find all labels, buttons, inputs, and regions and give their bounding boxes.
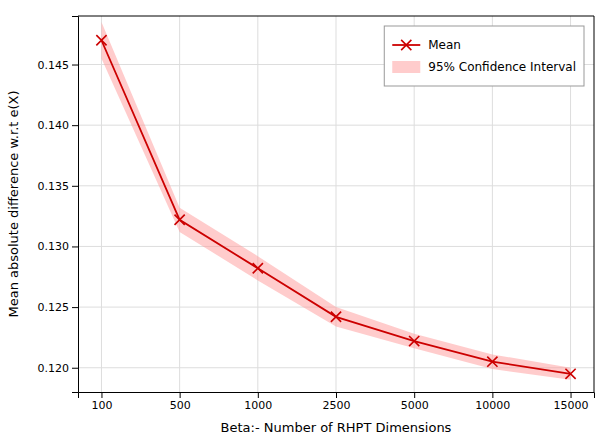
marker	[253, 263, 263, 273]
chart: 10050010002500500010000150000.1200.1250.…	[0, 0, 612, 444]
y-tick-label: 0.125	[38, 301, 70, 314]
y-tick: 0.120	[38, 362, 79, 375]
x-tick-label: 10000	[475, 399, 510, 412]
y-tick-mark	[72, 125, 78, 126]
y-tick-label: 0.120	[38, 362, 70, 375]
y-tick-mark	[72, 65, 78, 66]
x-axis-title: Beta:- Number of RHPT Dimensions	[221, 420, 452, 435]
x-grid-line	[179, 16, 180, 392]
x-tick-label: 100	[91, 399, 112, 412]
x-tick: 1000	[244, 392, 272, 412]
y-tick: 0.135	[38, 180, 79, 193]
legend-label: 95% Confidence Interval	[428, 60, 576, 74]
x-tick-label: 15000	[554, 399, 589, 412]
y-tick-mark	[72, 246, 78, 247]
plot-frame	[594, 16, 595, 392]
x-axis: 100 500 1000 2500 5000 10000 15000	[79, 392, 595, 412]
plot: 10050010002500500010000150000.1200.1250.…	[38, 16, 595, 412]
y-tick-label: 0.130	[38, 240, 70, 253]
x-tick-label: 5000	[401, 399, 429, 412]
y-tick-label: 0.145	[38, 59, 70, 72]
y-axis-title: Mean absolute difference w.r.t e(X)	[6, 90, 21, 317]
marker	[409, 336, 419, 346]
x-tick: 15000	[554, 392, 589, 412]
y-tick: 0.140	[38, 119, 79, 132]
marker	[96, 35, 106, 45]
y-tick-mark	[72, 186, 78, 187]
x-tick: 10000	[475, 392, 510, 412]
marker	[175, 215, 185, 225]
y-tick-mark	[72, 307, 78, 308]
x-tick-label: 2500	[323, 399, 351, 412]
legend-item: Mean	[392, 38, 461, 52]
x-grid-line	[257, 16, 258, 392]
x-tick-mark	[336, 392, 337, 398]
legend-item: 95% Confidence Interval	[392, 60, 576, 74]
legend-swatch	[392, 61, 420, 73]
x-tick-mark	[101, 392, 102, 398]
x-tick: 5000	[401, 392, 429, 412]
x-tick-mark	[258, 392, 259, 398]
plot-frame	[78, 16, 594, 17]
legend-label: Mean	[428, 38, 461, 52]
marker	[487, 357, 497, 367]
y-tick: 0.145	[38, 59, 79, 72]
x-grid-line	[101, 16, 102, 392]
y-axis: 0.120 0.125 0.130 0.135 0.140 0.145	[38, 17, 79, 393]
x-tick-label: 500	[170, 399, 191, 412]
y-tick-label: 0.135	[38, 180, 70, 193]
x-tick: 100	[91, 392, 112, 412]
x-grid-line	[336, 16, 337, 392]
mean-line	[101, 40, 570, 374]
y-tick: 0.125	[38, 301, 79, 314]
y-tick-label: 0.140	[38, 119, 70, 132]
x-axis-line	[79, 393, 595, 399]
x-tick: 2500	[323, 392, 351, 412]
y-tick: 0.130	[38, 240, 79, 253]
legend-box	[384, 26, 584, 86]
x-tick-label: 1000	[244, 399, 272, 412]
y-tick-mark	[72, 368, 78, 369]
x-tick-mark	[492, 392, 493, 398]
legend: Mean 95% Confidence Interval	[384, 26, 584, 86]
x-tick-mark	[180, 392, 181, 398]
legend-marker	[401, 40, 411, 50]
x-tick: 500	[170, 392, 191, 412]
grid	[78, 16, 594, 392]
marker	[565, 369, 575, 379]
x-tick-mark	[571, 392, 572, 398]
x-tick-mark	[414, 392, 415, 398]
y-axis-line	[72, 17, 79, 393]
marker	[331, 312, 341, 322]
